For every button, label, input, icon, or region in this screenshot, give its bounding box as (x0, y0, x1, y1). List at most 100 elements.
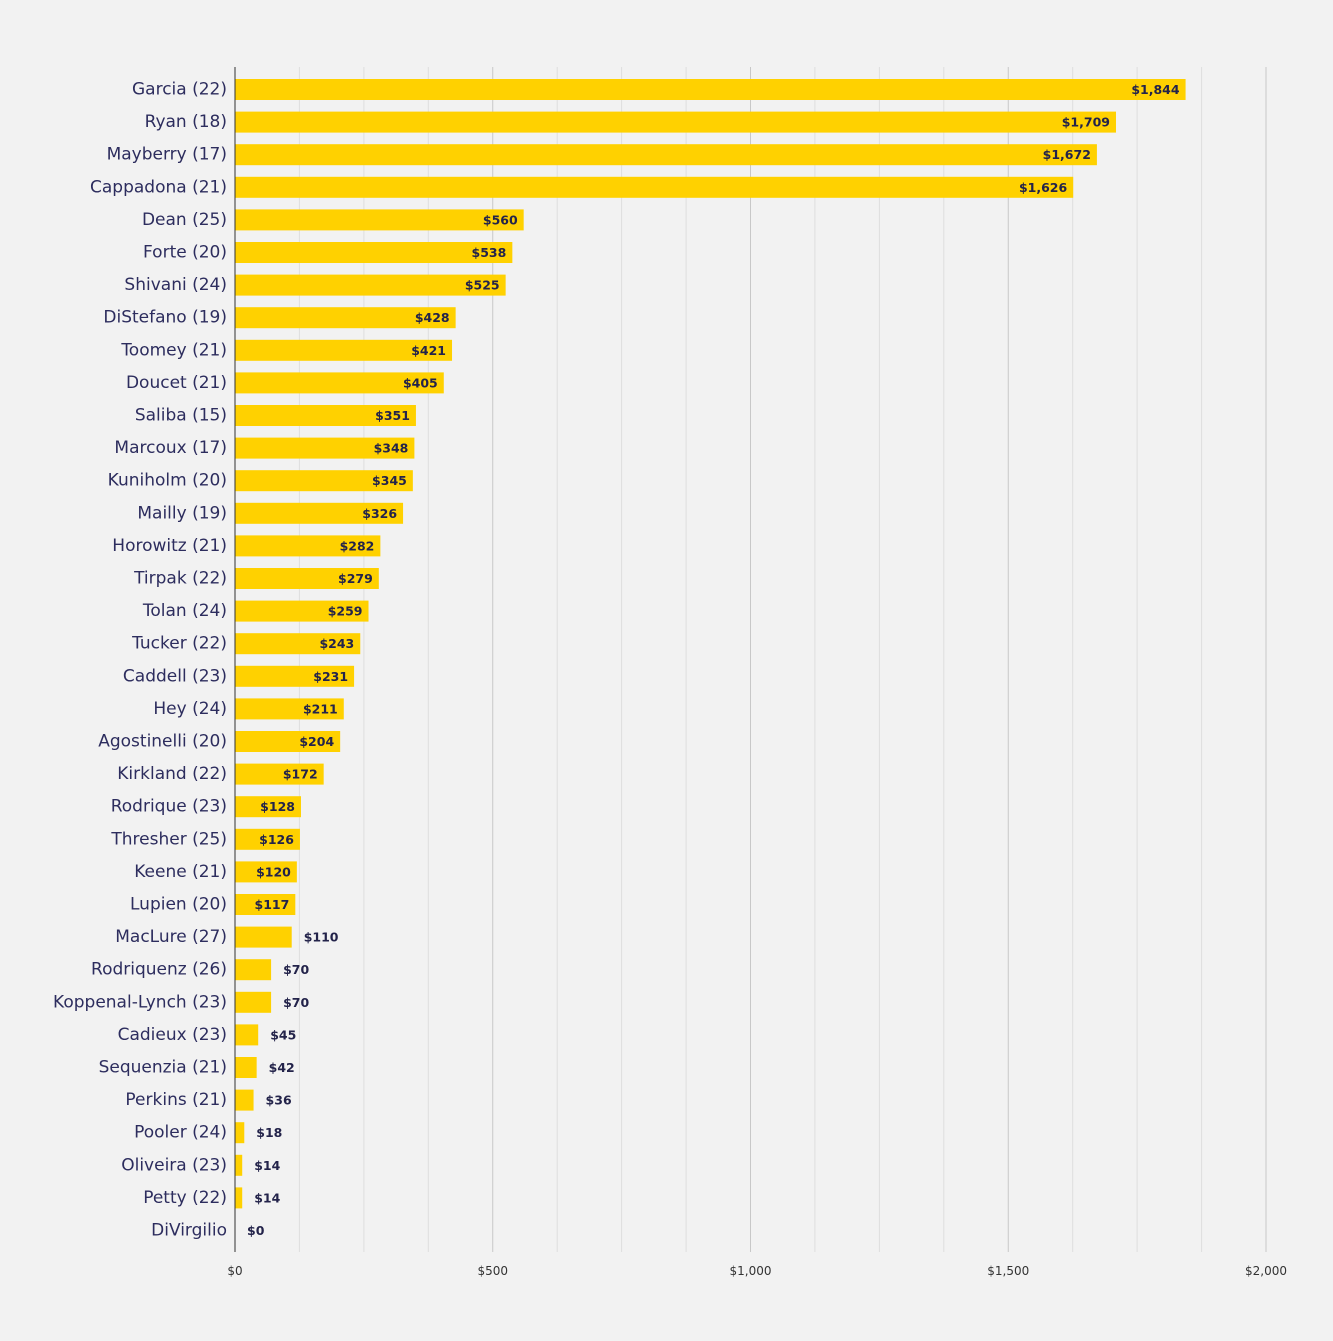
category-label: Ryan (18) (145, 112, 227, 132)
category-label: Rodrique (23) (111, 797, 227, 817)
value-label: $345 (372, 473, 407, 488)
value-label: $1,844 (1131, 82, 1180, 97)
category-label: DiVirgilio (151, 1221, 227, 1241)
category-label: MacLure (27) (115, 927, 227, 947)
value-label: $351 (375, 408, 410, 423)
value-label: $211 (303, 701, 338, 716)
value-label: $1,626 (1019, 180, 1068, 195)
category-label: Shivani (24) (124, 275, 227, 295)
value-label: $126 (259, 832, 294, 847)
category-label: Doucet (21) (126, 373, 227, 393)
category-label: Tolan (24) (142, 601, 227, 621)
bar (235, 698, 344, 720)
value-label: $259 (328, 604, 363, 619)
bar (235, 437, 415, 459)
category-label: Hey (24) (153, 699, 227, 719)
value-label: $172 (283, 767, 318, 782)
value-label: $421 (411, 343, 446, 358)
value-label: $128 (260, 799, 295, 814)
value-label: $1,672 (1043, 147, 1091, 162)
category-label: Keene (21) (134, 862, 227, 882)
category-label: Cadieux (23) (118, 1025, 227, 1045)
category-label: Forte (20) (143, 243, 227, 263)
bar (235, 470, 413, 492)
category-label: Kirkland (22) (117, 764, 227, 784)
value-label: $14 (254, 1190, 280, 1205)
value-label: $279 (338, 571, 373, 586)
bar (235, 796, 301, 818)
x-tick-label: $1,000 (730, 1264, 772, 1278)
bar (235, 828, 300, 850)
x-tick-label: $2,000 (1245, 1264, 1287, 1278)
grid-lines (298, 67, 1267, 1252)
category-label: Oliveira (23) (121, 1155, 227, 1175)
bar (235, 959, 272, 981)
value-label: $538 (472, 245, 507, 260)
bar (235, 600, 369, 622)
value-label: $1,709 (1062, 115, 1110, 130)
value-label: $525 (465, 278, 500, 293)
value-label: $282 (340, 538, 375, 553)
value-label: $231 (313, 669, 348, 684)
bars: $1,844 $1,709 $1,672 $1,626 $560 $538 $525 $428… (235, 79, 1186, 1238)
bar (235, 176, 1074, 198)
bar (235, 763, 324, 785)
bar (235, 991, 272, 1013)
category-label: Agostinelli (20) (98, 732, 227, 752)
category-label: Tucker (22) (131, 634, 227, 654)
category-label: Caddell (23) (123, 666, 227, 686)
value-label: $70 (283, 995, 309, 1010)
category-label: Toomey (21) (120, 340, 227, 360)
bar (235, 405, 416, 426)
bar (235, 502, 404, 524)
category-label: Kuniholm (20) (108, 471, 227, 491)
bar (235, 209, 524, 231)
bar (235, 1187, 243, 1209)
bar (235, 1089, 254, 1111)
bar (235, 1024, 259, 1046)
category-label: Pooler (24) (134, 1123, 227, 1143)
category-label: Rodriquenz (26) (91, 960, 227, 980)
value-label: $120 (256, 864, 291, 879)
bar (235, 274, 506, 296)
category-label: Petty (22) (143, 1188, 227, 1208)
category-label: Tirpak (22) (133, 569, 227, 589)
bar (235, 568, 379, 589)
axes: Garcia (22) Ryan (18) Mayberry (17) Cappado… (53, 67, 1287, 1278)
value-label: $36 (266, 1093, 292, 1108)
bar (235, 926, 292, 948)
value-label: $243 (319, 636, 354, 651)
value-label: $45 (270, 1027, 296, 1042)
category-label: Saliba (15) (135, 406, 227, 426)
bar (235, 307, 456, 329)
bar (235, 1154, 243, 1176)
value-label: $348 (374, 441, 409, 456)
value-label: $560 (483, 212, 518, 227)
bar (235, 144, 1097, 166)
category-label: Garcia (22) (132, 80, 227, 100)
bar (235, 242, 513, 263)
value-label: $70 (283, 962, 309, 977)
x-tick-label: $0 (227, 1264, 242, 1278)
value-label: $405 (403, 375, 438, 390)
bar (235, 861, 297, 883)
category-label: Lupien (20) (130, 895, 227, 915)
category-label: Sequenzia (21) (99, 1058, 227, 1078)
bar (235, 731, 341, 752)
value-label: $42 (269, 1060, 295, 1075)
bar (235, 372, 444, 394)
category-label: DiStefano (19) (103, 308, 227, 328)
category-label: Cappadona (21) (90, 177, 227, 197)
category-label: Dean (25) (142, 210, 227, 230)
value-label: $428 (415, 310, 450, 325)
value-label: $204 (299, 734, 334, 749)
bar (235, 111, 1116, 133)
value-label: $326 (362, 506, 397, 521)
bar (235, 633, 361, 655)
bar (235, 665, 355, 687)
bar (235, 339, 453, 361)
bar (235, 79, 1186, 100)
category-label: Mailly (19) (137, 503, 227, 523)
bar (235, 1057, 257, 1078)
